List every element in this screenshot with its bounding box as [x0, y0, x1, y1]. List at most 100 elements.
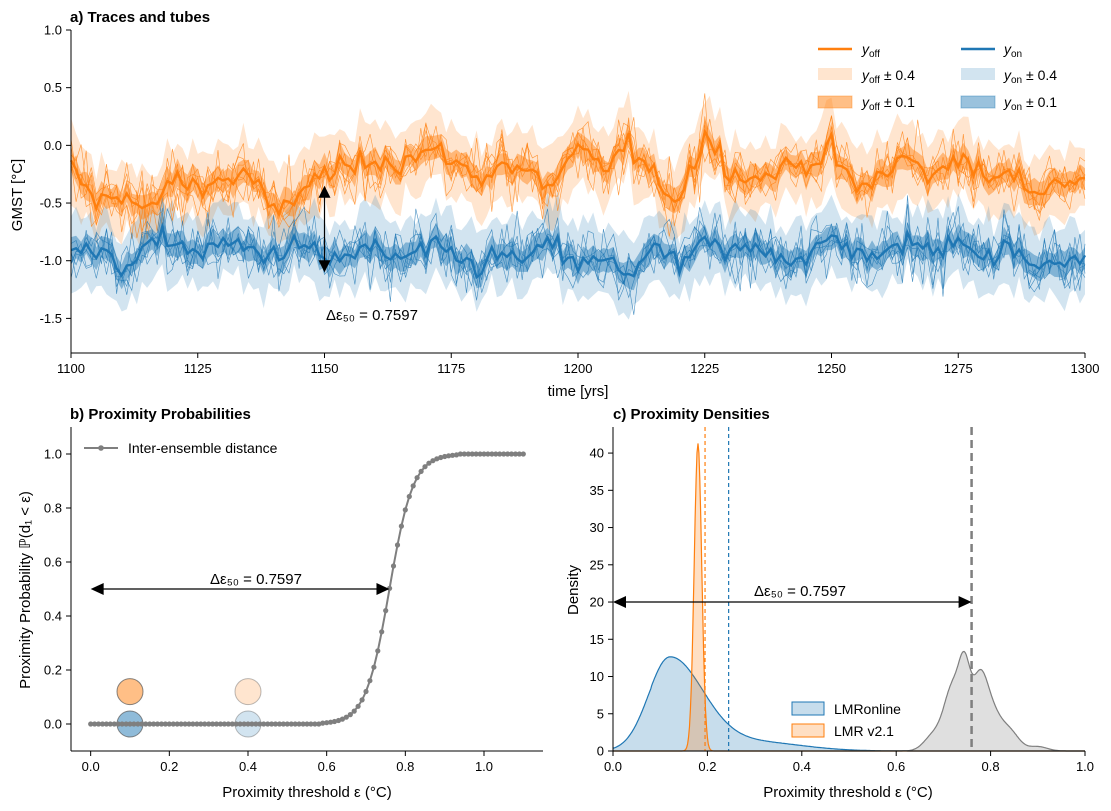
lmronline-density-fill — [613, 656, 1085, 751]
distance-cdf-point — [88, 721, 94, 727]
y-off-inner-band — [71, 118, 1085, 223]
distance-cdf-point — [387, 585, 393, 591]
legend-on-outer-swatch — [961, 68, 995, 80]
y-off-mean-line — [69, 128, 1086, 218]
distance-cdf-point — [308, 721, 314, 727]
distance-cdf-point — [127, 721, 133, 727]
panel-b-circles — [116, 678, 262, 738]
distance-cdf-point — [398, 523, 404, 529]
panel-c-ylabel: Density — [565, 564, 582, 615]
distance-cdf-point — [501, 451, 507, 457]
legend-on-label: yon — [1003, 41, 1022, 60]
distance-cdf-point — [119, 721, 125, 727]
panel-c-annotation: Δε₅₀ = 0.7597 — [754, 583, 846, 600]
distance-cdf-point — [284, 721, 290, 727]
panel-a-y-tick-label: -0.5 — [40, 196, 62, 211]
distance-cdf-point — [434, 456, 440, 462]
distance-cdf-point — [355, 703, 361, 709]
panel-a-bands — [71, 90, 1085, 320]
distance-cdf-point — [442, 453, 448, 460]
distance-cdf-point — [485, 451, 491, 457]
distance-cdf-point — [245, 721, 251, 727]
distance-cdf-point — [446, 453, 452, 459]
distance-cdf-point — [154, 721, 161, 727]
distance-cdf-point — [92, 721, 98, 727]
legend-distance-marker — [98, 445, 104, 451]
panel-b-y-tick-label: 1.0 — [44, 447, 62, 462]
distance-cdf-point — [237, 721, 243, 727]
legend-distance-label: Inter-ensemble distance — [128, 440, 278, 456]
panel-c-vlines — [704, 427, 973, 751]
panel-c-x-tick-label: 0.2 — [698, 759, 716, 774]
distance-cdf-point — [414, 475, 420, 481]
panel-c-y-tick-label: 30 — [590, 520, 604, 535]
distance-cdf-point — [194, 721, 200, 727]
panel-c-y-tick-label: 15 — [590, 632, 604, 647]
distance-cdf-point — [115, 721, 121, 727]
distance-cdf-point — [465, 451, 471, 457]
distance-cdf-point — [296, 721, 302, 727]
panel-c-legend: LMRonline LMR v2.1 — [791, 701, 901, 739]
distance-cdf-point — [477, 451, 483, 457]
distance-cdf-point — [139, 721, 145, 727]
distance-cdf-point — [324, 720, 330, 726]
y-off-outer-band — [71, 90, 1085, 252]
distance-cdf-point — [170, 721, 176, 727]
c-arrow-head-left — [613, 596, 626, 609]
distance-cdf-point — [147, 721, 153, 727]
distance-cdf-point — [103, 721, 109, 727]
distance-cdf-point — [375, 648, 381, 654]
distance-cdf-point — [304, 721, 310, 727]
distance-cdf-point — [221, 721, 227, 727]
panel-a-y-tick-label: 0.5 — [44, 80, 62, 95]
panel-a-x-tick-label: 1225 — [690, 361, 719, 376]
panel-a-x-tick-label: 1125 — [184, 361, 212, 376]
legend-on-inner-swatch — [960, 95, 996, 109]
distance-cdf-point — [406, 493, 412, 500]
panel-c-y-tick-label: 10 — [590, 669, 604, 684]
distance-cdf-point — [135, 721, 141, 727]
distance-cdf-point — [217, 721, 224, 727]
panel-c-y-tick-label: 20 — [590, 595, 604, 610]
panel-b-title: b) Proximity Probabilities — [70, 406, 251, 423]
y-off-trace — [70, 93, 1086, 240]
panel-b-x-tick-label: 0.6 — [318, 759, 336, 774]
distance-cdf-point — [430, 458, 436, 464]
panel-c-y-tick-label: 40 — [590, 446, 604, 461]
panel-a-title: a) Traces and tubes — [70, 9, 210, 26]
distance-cdf-point — [225, 721, 231, 727]
panel-b-x-tick-label: 0.4 — [239, 759, 257, 774]
distance-cdf-point — [457, 451, 463, 457]
distance-cdf-point — [359, 697, 365, 703]
distance-cdf-point — [276, 721, 283, 727]
panel-b-x-tick-label: 0.2 — [160, 759, 178, 774]
panel-b-axes: 0.0 0.2 0.4 0.6 0.8 1.0 0.0 0.2 0.4 0.6 0.8 1.0 — [44, 427, 543, 774]
panel-b-xlabel: Proximity threshold ε (°C) — [222, 784, 391, 801]
distance-cdf-point — [343, 714, 349, 720]
distance-cdf-point — [202, 721, 208, 727]
legend-on-inner-label: yon ± 0.1 — [1003, 94, 1057, 113]
distance-cdf-point — [383, 608, 389, 614]
panel-c-xlabel: Proximity threshold ε (°C) — [763, 784, 932, 801]
distance-cdf-point — [508, 451, 515, 457]
distance-cdf-point — [166, 721, 172, 727]
distance-cdf-point — [198, 721, 204, 727]
distance-cdf-point — [335, 717, 342, 724]
distance-cdf-point — [178, 721, 184, 727]
distance-cdf-point — [107, 721, 113, 727]
y-on-mean-line — [70, 221, 1087, 280]
distance-cdf-point — [151, 721, 157, 727]
panel-c-x-tick-label: 1.0 — [1076, 759, 1094, 774]
distance-cdf-point — [111, 721, 117, 727]
y-off-trace — [70, 117, 1086, 229]
distance-cdf-point — [182, 721, 188, 727]
distance-cdf-point — [186, 721, 192, 727]
distance-cdf-point — [280, 721, 286, 727]
distance-cdf-point — [229, 721, 235, 727]
distance-cdf-point — [190, 721, 196, 727]
distance-cdf-point — [505, 451, 511, 457]
panel-b-legend: Inter-ensemble distance — [84, 440, 278, 456]
b-arrow-head-left — [90, 583, 104, 595]
distance-cdf-point — [331, 718, 338, 725]
